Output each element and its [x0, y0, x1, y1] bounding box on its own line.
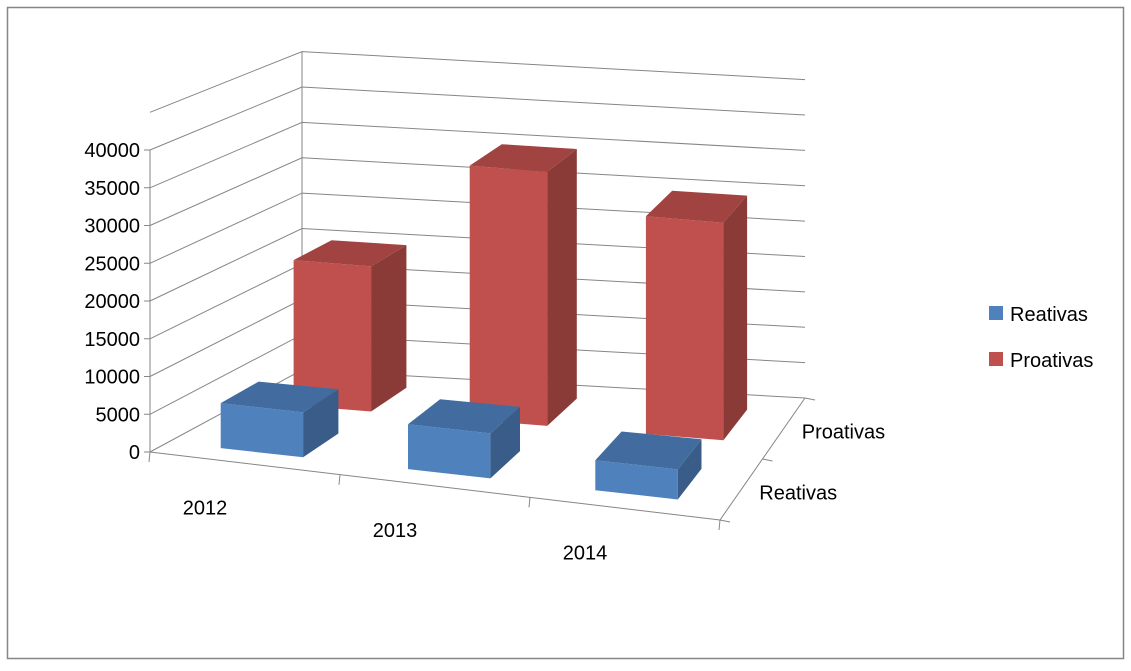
- bar-front-face: [293, 260, 372, 412]
- axes: [144, 149, 816, 531]
- x-axis-line: [149, 451, 721, 521]
- depth-label-0: Reativas: [759, 483, 837, 505]
- bar-front-face: [645, 216, 724, 441]
- bar-front-face: [408, 424, 491, 479]
- depth-tick-mark-1: [762, 458, 773, 462]
- bar-front-face: [469, 165, 548, 426]
- gridlines: [149, 51, 806, 453]
- bar-side-face: [547, 149, 577, 426]
- bar-side-face: [490, 406, 520, 479]
- axis-labels: 0 5000 10000 15000 20000 25000 30000 35000 40000…: [84, 140, 885, 565]
- y-tick-label-2: 10000: [84, 367, 140, 389]
- bar-side-face: [303, 389, 339, 458]
- bar-reativas-2013: [408, 399, 520, 479]
- y-tick-label-5: 25000: [84, 253, 140, 275]
- x-tick-label-2013: 2013: [373, 520, 418, 542]
- x-tick-mark-2: [528, 497, 531, 508]
- bar-top-face: [595, 431, 702, 470]
- x-tick-mark-0: [148, 451, 151, 463]
- legend-swatch-0: [989, 306, 1003, 320]
- y-tick-label-4: 20000: [84, 291, 140, 313]
- y-tick-label-1: 5000: [96, 404, 141, 426]
- depth-label-1: Proativas: [802, 422, 885, 444]
- bar-proativas-2012: [293, 240, 407, 412]
- bar-proativas-2013: [469, 144, 577, 426]
- bar-front-face: [595, 460, 678, 500]
- x-tick-mark-1: [338, 474, 341, 485]
- x-tick-label-2012: 2012: [183, 497, 228, 519]
- legend-label-1: Proativas: [1010, 350, 1093, 372]
- legend: Reativas Proativas: [989, 304, 1093, 372]
- bar-reativas-2012: [220, 381, 339, 458]
- y-tick-label-0: 0: [129, 442, 140, 464]
- legend-label-0: Reativas: [1010, 304, 1088, 326]
- bar-top-face: [408, 399, 520, 434]
- x-tick-label-2014: 2014: [563, 543, 608, 565]
- bar-proativas-2014: [645, 190, 748, 441]
- y-tick-label-8: 40000: [84, 140, 140, 162]
- legend-swatch-1: [989, 352, 1003, 366]
- bar-side-face: [371, 245, 407, 412]
- bar-top-face: [645, 190, 748, 223]
- y-tick-label-6: 30000: [84, 216, 140, 238]
- bar-reativas-2014: [595, 431, 702, 500]
- bar-top-face: [220, 381, 339, 413]
- y-tick-label-7: 35000: [84, 178, 140, 200]
- y-tick-label-3: 15000: [84, 329, 140, 351]
- bar-side-face: [723, 195, 748, 441]
- depth-tick-mark-0: [719, 519, 731, 523]
- bar-side-face: [677, 439, 702, 500]
- bar-top-face: [293, 240, 407, 267]
- bar-top-face: [469, 144, 577, 172]
- depth-tick-mark-2: [804, 397, 816, 401]
- bars: [220, 144, 748, 500]
- gridline-9: [149, 51, 806, 113]
- x-tick-mark-3: [718, 519, 721, 531]
- bar-front-face: [220, 403, 304, 458]
